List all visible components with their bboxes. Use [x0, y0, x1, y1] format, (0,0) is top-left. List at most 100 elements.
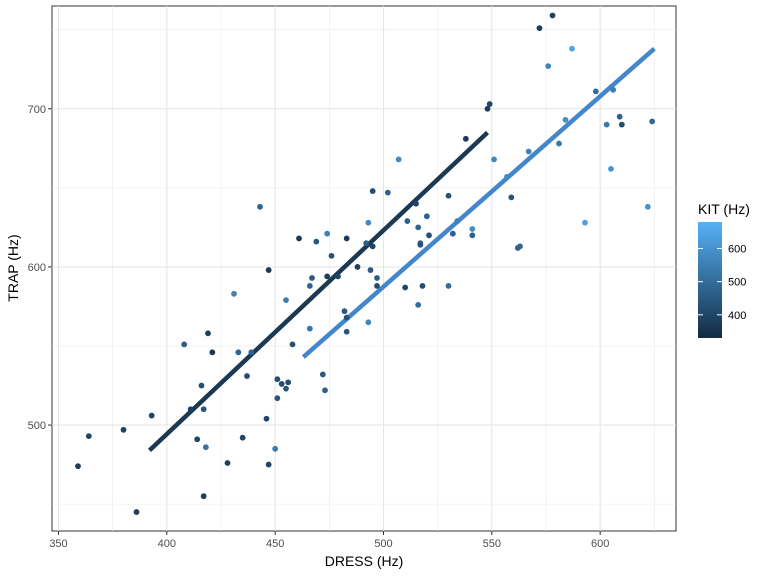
data-point [415, 224, 422, 231]
data-point [200, 493, 207, 500]
data-point [569, 45, 575, 52]
data-point [198, 382, 205, 389]
data-point [313, 238, 320, 245]
data-point [415, 301, 422, 308]
data-point [278, 381, 285, 387]
x-tick-label: 400 [158, 538, 176, 550]
data-point [187, 406, 194, 413]
data-points [75, 12, 656, 515]
data-point [562, 116, 569, 123]
data-point [200, 406, 207, 413]
y-tick-label: 700 [28, 104, 46, 116]
data-point [274, 376, 281, 383]
data-point [462, 135, 469, 142]
y-tick-label: 500 [28, 420, 46, 432]
data-point [75, 463, 81, 470]
fit-line-1 [147, 130, 490, 452]
x-tick-label: 450 [266, 538, 284, 550]
data-point [525, 148, 532, 155]
data-point [296, 235, 302, 242]
data-point [263, 415, 270, 422]
data-point [343, 314, 350, 321]
data-point [324, 230, 331, 237]
data-point [306, 325, 313, 332]
data-point [603, 121, 610, 128]
data-point [404, 218, 411, 224]
data-point [309, 275, 315, 281]
data-point [610, 86, 617, 93]
data-point [265, 461, 272, 468]
data-point [469, 226, 476, 232]
data-point [335, 273, 341, 280]
data-point [445, 192, 452, 199]
legend-tick-label: 600 [728, 244, 746, 256]
data-point [445, 282, 452, 289]
x-tick-label: 350 [49, 538, 67, 550]
data-point [205, 330, 211, 337]
data-point [592, 88, 599, 95]
data-point [341, 308, 348, 315]
data-point [181, 341, 188, 348]
data-point [148, 412, 155, 419]
data-point [354, 264, 361, 270]
data-point [209, 349, 216, 356]
data-point [508, 194, 515, 201]
data-point [582, 219, 588, 226]
data-point [367, 267, 374, 273]
data-point [343, 235, 350, 242]
data-point [369, 188, 376, 194]
data-point [120, 426, 127, 433]
fit-lines [147, 47, 656, 452]
x-axis: 350 400 450 500 550 600 [49, 531, 609, 550]
data-point [194, 436, 201, 443]
legend-tick-label: 400 [728, 310, 746, 322]
data-point [289, 341, 296, 348]
data-point [419, 282, 426, 289]
data-point [324, 273, 331, 280]
data-point [265, 267, 272, 273]
data-point [343, 328, 350, 335]
data-point [272, 445, 279, 452]
data-point [283, 297, 289, 304]
x-tick-label: 600 [591, 538, 609, 550]
x-tick-label: 550 [483, 538, 501, 550]
data-point [484, 105, 491, 112]
data-point [618, 121, 625, 128]
data-point [374, 282, 380, 289]
data-point [244, 373, 250, 379]
data-point [374, 275, 380, 281]
legend-title: KIT (Hz) [698, 201, 750, 217]
data-point [413, 200, 419, 207]
data-point [608, 165, 614, 172]
data-point [556, 140, 562, 147]
data-point [257, 203, 263, 210]
fit-line-2 [301, 47, 656, 359]
data-point [248, 349, 255, 356]
y-tick-label: 600 [28, 262, 46, 274]
legend-tick-label: 500 [728, 277, 746, 289]
data-point [384, 189, 391, 196]
data-point [491, 156, 497, 163]
data-point [517, 243, 523, 250]
data-point [239, 434, 246, 441]
data-point [363, 240, 370, 247]
x-axis-title: DRESS (Hz) [325, 553, 404, 569]
plot-panel [51, 5, 677, 532]
data-point [202, 444, 209, 451]
data-point [274, 395, 281, 402]
data-point [224, 460, 231, 466]
data-point [402, 284, 409, 291]
data-point [285, 379, 292, 386]
data-point [365, 319, 372, 326]
data-point [328, 252, 335, 259]
data-point [369, 243, 376, 250]
data-point [549, 12, 556, 19]
data-point [423, 213, 430, 220]
data-point [469, 232, 476, 239]
grid-lines [52, 6, 676, 531]
data-point [449, 230, 456, 237]
legend-ticks: 400 500 600 [698, 244, 746, 322]
data-point [417, 241, 424, 248]
data-point [616, 113, 623, 120]
